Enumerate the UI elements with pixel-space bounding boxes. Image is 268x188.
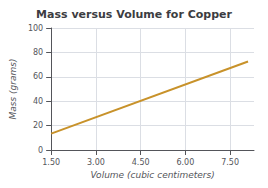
svg-text:40: 40 <box>33 97 43 106</box>
svg-text:100: 100 <box>28 24 43 33</box>
svg-text:80: 80 <box>33 48 43 57</box>
svg-text:3.00: 3.00 <box>87 158 105 167</box>
svg-text:4.50: 4.50 <box>132 158 150 167</box>
svg-text:0: 0 <box>38 146 43 155</box>
svg-text:Mass (grams): Mass (grams) <box>8 59 18 120</box>
svg-text:Mass versus Volume for Copper: Mass versus Volume for Copper <box>36 8 232 21</box>
svg-text:60: 60 <box>33 72 43 81</box>
svg-text:6.00: 6.00 <box>176 158 194 167</box>
svg-text:Volume (cubic centimeters): Volume (cubic centimeters) <box>90 170 214 180</box>
svg-text:1.50: 1.50 <box>42 158 60 167</box>
svg-text:7.50: 7.50 <box>221 158 239 167</box>
svg-text:20: 20 <box>33 121 43 130</box>
